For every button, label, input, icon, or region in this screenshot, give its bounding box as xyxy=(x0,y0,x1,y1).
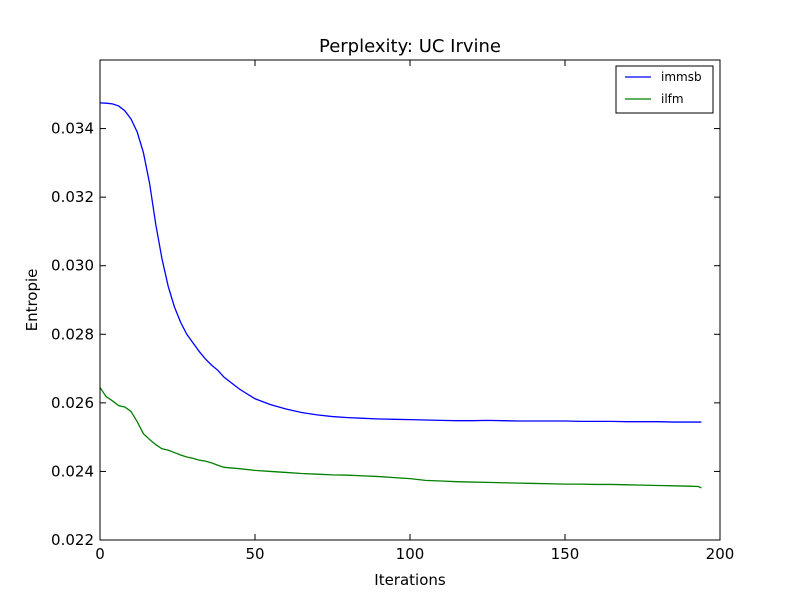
x-tick-label: 100 xyxy=(396,545,425,563)
x-tick-label: 0 xyxy=(95,545,105,563)
legend-label-immsb: immsb xyxy=(661,70,702,84)
y-tick-label: 0.024 xyxy=(51,462,94,480)
plot-area xyxy=(100,60,720,540)
x-tick-label: 200 xyxy=(706,545,735,563)
chart-title: Perplexity: UC Irvine xyxy=(319,36,501,57)
y-tick-label: 0.028 xyxy=(51,325,94,343)
legend: immsb ilfm xyxy=(615,65,714,114)
y-tick-label: 0.032 xyxy=(51,188,94,206)
legend-box xyxy=(615,65,714,114)
ticks-layer: 0 50 100 150 200 0.022 0.024 0.026 0.028 0.030 0.0… xyxy=(51,60,734,563)
y-tick-label: 0.022 xyxy=(51,531,94,549)
y-tick-label: 0.030 xyxy=(51,257,94,275)
y-tick-label: 0.034 xyxy=(51,120,94,138)
series-line-ilfm xyxy=(99,387,702,489)
y-tick-label: 0.026 xyxy=(51,394,94,412)
series-layer xyxy=(99,102,702,489)
x-tick-label: 50 xyxy=(245,545,264,563)
legend-label-ilfm: ilfm xyxy=(661,92,684,106)
y-axis-label: Entropie xyxy=(23,269,41,332)
x-axis-label: Iterations xyxy=(374,571,446,589)
series-line-immsb xyxy=(99,102,702,423)
x-tick-label: 150 xyxy=(551,545,580,563)
